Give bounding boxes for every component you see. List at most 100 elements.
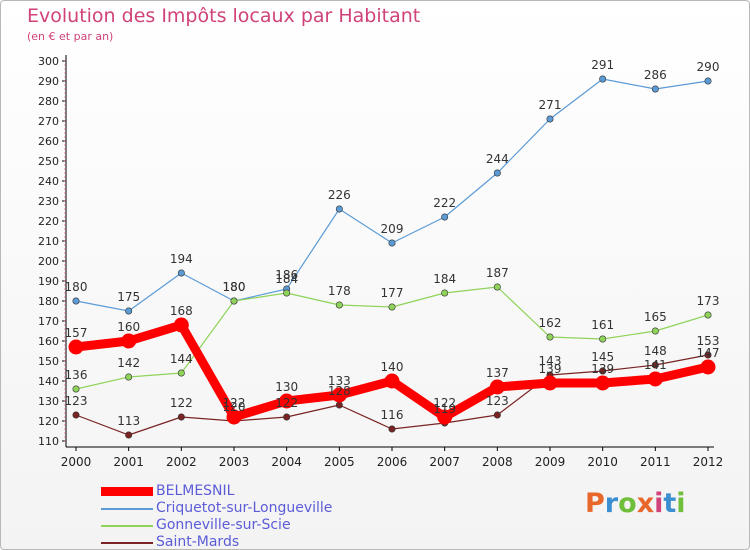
data-point-gonneville-sur-scie [230,297,238,305]
data-label-belmesnil: 122 [223,396,246,410]
data-point-gonneville-sur-scie [599,335,607,343]
data-point-saint-mards [177,413,185,421]
legend-swatch-criquetot [101,508,153,510]
logo-letter: r [604,488,619,519]
y-tick-label: 270 [38,115,59,128]
data-label-saint-mards: 120 [223,400,246,414]
data-label-gonneville-sur-scie: 161 [591,318,614,332]
data-label-gonneville-sur-scie: 144 [170,352,193,366]
data-label-gonneville-sur-scie: 173 [697,294,720,308]
data-point-criquetot-sur-longueville [704,77,712,85]
x-tick-label: 2006 [377,455,408,469]
data-label-belmesnil: 139 [539,362,562,376]
y-tick-label: 110 [38,435,59,448]
data-label-saint-mards: 123 [486,394,509,408]
data-point-belmesnil [279,393,295,409]
x-tick-label: 2000 [61,455,92,469]
chart-subtitle: (en € et par an) [27,30,114,43]
y-tick-label: 140 [38,375,59,388]
data-label-criquetot-sur-longueville: 244 [486,152,509,166]
data-point-criquetot-sur-longueville [125,307,133,315]
data-point-gonneville-sur-scie [704,311,712,319]
data-point-saint-mards [704,351,712,359]
y-tick-label: 120 [38,415,59,428]
legend-swatch-belmesnil [101,487,153,496]
data-point-belmesnil [68,339,84,355]
legend-label-criquetot: Criquetot-sur-Longueville [156,500,333,516]
x-tick-label: 2009 [535,455,566,469]
data-label-gonneville-sur-scie: 184 [433,272,456,286]
x-tick-label: 2001 [113,455,144,469]
proxiti-logo: Proxiti [585,488,686,519]
y-tick-label: 280 [38,95,59,108]
x-tick-label: 2002 [166,455,197,469]
data-label-gonneville-sur-scie: 142 [117,356,140,370]
data-point-saint-mards [335,401,343,409]
data-label-belmesnil: 133 [328,374,351,388]
data-label-saint-mards: 113 [117,414,140,428]
data-label-criquetot-sur-longueville: 209 [381,222,404,236]
data-label-criquetot-sur-longueville: 180 [65,280,88,294]
logo-letter: x [636,488,655,519]
series-line-criquetot-sur-longueville [75,78,709,312]
data-point-gonneville-sur-scie [493,283,501,291]
data-label-belmesnil: 147 [697,346,720,360]
data-label-gonneville-sur-scie: 162 [539,316,562,330]
data-point-gonneville-sur-scie [177,369,185,377]
data-label-criquetot-sur-longueville: 271 [539,98,562,112]
legend-label-saint-mards: Saint-Mards [156,534,240,550]
y-tick-label: 250 [38,155,59,168]
data-label-belmesnil: 157 [65,326,88,340]
data-point-saint-mards [651,361,659,369]
data-point-saint-mards [388,425,396,433]
data-label-criquetot-sur-longueville: 180 [223,280,246,294]
y-tick-label: 170 [38,315,59,328]
logo-letter: P [585,488,605,519]
data-label-saint-mards: 148 [644,344,667,358]
data-point-saint-mards [283,413,291,421]
data-point-belmesnil [489,379,505,395]
data-label-belmesnil: 130 [275,380,298,394]
y-tick-label: 130 [38,395,59,408]
x-tick-label: 2010 [587,455,618,469]
legend-swatch-saint-mards [101,542,153,544]
data-label-criquetot-sur-longueville: 286 [644,68,667,82]
data-label-criquetot-sur-longueville: 291 [591,58,614,72]
data-point-belmesnil [700,359,716,375]
x-tick-label: 2003 [219,455,250,469]
legend-swatch-gonneville [101,525,153,527]
data-label-gonneville-sur-scie: 180 [223,280,246,294]
data-point-gonneville-sur-scie [651,327,659,335]
data-point-belmesnil [384,373,400,389]
data-point-gonneville-sur-scie [335,301,343,309]
data-point-gonneville-sur-scie [72,385,80,393]
data-label-gonneville-sur-scie: 184 [275,272,298,286]
data-label-criquetot-sur-longueville: 186 [275,268,298,282]
data-point-belmesnil [647,371,663,387]
y-tick-label: 260 [38,135,59,148]
data-point-belmesnil [542,375,558,391]
data-label-belmesnil: 168 [170,304,193,318]
logo-letter: t [663,488,677,519]
logo-letter: o [618,488,637,519]
data-point-belmesnil [331,387,347,403]
data-label-criquetot-sur-longueville: 175 [117,290,140,304]
x-tick-label: 2012 [693,455,724,469]
data-point-criquetot-sur-longueville [177,269,185,277]
data-label-saint-mards: 145 [591,350,614,364]
data-point-gonneville-sur-scie [388,303,396,311]
data-point-criquetot-sur-longueville [599,75,607,83]
data-label-saint-mards: 143 [539,354,562,368]
data-label-saint-mards: 128 [328,384,351,398]
data-label-gonneville-sur-scie: 165 [644,310,667,324]
y-tick-label: 210 [38,235,59,248]
data-point-belmesnil [173,317,189,333]
data-point-belmesnil [595,375,611,391]
data-label-gonneville-sur-scie: 177 [381,286,404,300]
y-tick-label: 160 [38,335,59,348]
data-label-saint-mards: 153 [697,334,720,348]
data-label-belmesnil: 137 [486,366,509,380]
data-point-criquetot-sur-longueville [493,169,501,177]
x-tick-label: 2011 [640,455,671,469]
